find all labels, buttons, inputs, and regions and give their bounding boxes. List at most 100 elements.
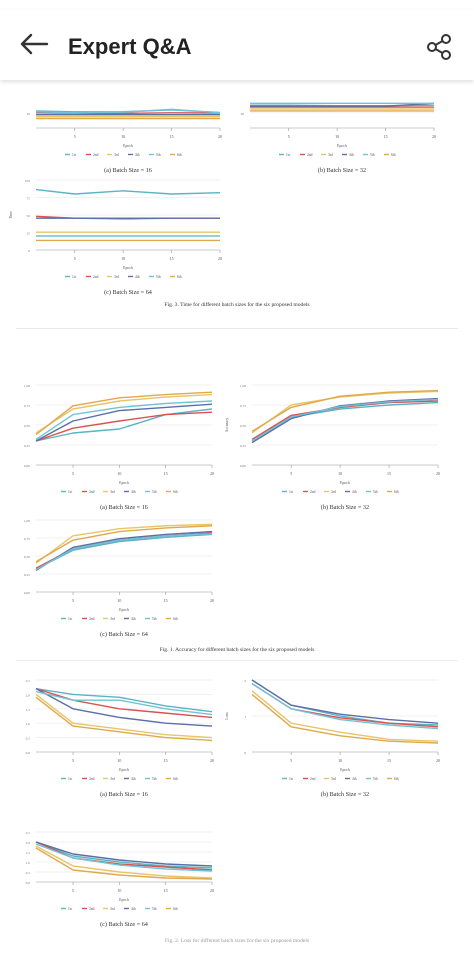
x-tick-label: 10 — [117, 888, 121, 893]
legend-label-5th: 5th — [156, 275, 161, 279]
y-axis-label: Time — [9, 211, 13, 219]
y-tick-label: 1,00 — [24, 384, 30, 389]
legend-label-6th: 6th — [173, 777, 178, 781]
legend-label-5th: 5th — [156, 153, 161, 157]
legend-label-5th: 5th — [152, 907, 157, 911]
x-tick-label: 20 — [436, 758, 440, 763]
legend-label-5th: 5th — [152, 490, 157, 494]
legend-label-3rd: 3rd — [328, 153, 333, 157]
x-tick-label: 15 — [387, 471, 391, 476]
panel-caption: (b) Batch Size = 32 — [318, 167, 366, 174]
y-tick-label: 0,75 — [24, 537, 30, 542]
legend-label-3rd: 3rd — [110, 777, 115, 781]
x-tick-label: 5 — [72, 471, 74, 476]
x-axis-label: Epoch — [340, 481, 350, 485]
x-tick-label: 20 — [218, 256, 222, 261]
legend-label-2nd: 2nd — [93, 153, 99, 157]
panel-caption: (b) Batch Size = 32 — [321, 791, 369, 798]
legend-label-5th: 5th — [373, 490, 378, 494]
legend-label-4th: 4th — [131, 617, 136, 621]
x-tick-label: 15 — [164, 888, 168, 893]
legend-label-5th: 5th — [373, 777, 378, 781]
legend-label-1st: 1st — [68, 490, 72, 494]
legend-label-6th: 6th — [177, 275, 182, 279]
panel-caption: (b) Batch Size = 32 — [321, 504, 369, 511]
status-bar — [0, 0, 474, 10]
legend-label-4th: 4th — [131, 907, 136, 911]
x-tick-label: 5 — [290, 471, 292, 476]
legend-label-3rd: 3rd — [110, 907, 115, 911]
x-tick-label: 5 — [72, 888, 74, 893]
x-tick-label: 20 — [210, 598, 214, 603]
series-line-1st — [36, 689, 212, 712]
x-tick-label: 5 — [72, 598, 74, 603]
legend-label-3rd: 3rd — [110, 490, 115, 494]
x-tick-label: 15 — [170, 256, 174, 261]
share-button[interactable] — [423, 31, 455, 63]
series-line-5th — [252, 684, 438, 729]
y-tick-label: 0,00 — [24, 591, 30, 596]
y-tick-label: 2 — [244, 679, 246, 683]
x-tick-label: 20 — [218, 134, 222, 139]
x-tick-label: 5 — [290, 758, 292, 763]
y-tick-label: 1,0 — [26, 722, 31, 727]
panel-caption: (c) Batch Size = 64 — [100, 921, 148, 928]
y-tick-label: 0,5 — [26, 737, 31, 742]
legend-label-3rd: 3rd — [110, 617, 115, 621]
y-tick-label: 0,0 — [26, 881, 31, 886]
back-button[interactable] — [18, 28, 50, 60]
x-tick-label: 15 — [384, 134, 388, 139]
legend-label-2nd: 2nd — [307, 153, 313, 157]
legend-label-2nd: 2nd — [89, 617, 95, 621]
panel-caption: (c) Batch Size = 64 — [104, 289, 152, 296]
y-tick-label: 2,5 — [26, 831, 31, 836]
legend-label-1st: 1st — [68, 907, 72, 911]
back-arrow-icon — [19, 33, 49, 55]
legend-label-6th: 6th — [173, 907, 178, 911]
legend-label-4th: 4th — [352, 490, 357, 494]
legend-label-4th: 4th — [352, 777, 357, 781]
y-tick-label: 10 — [27, 112, 31, 116]
y-tick-label: 0,75 — [240, 404, 246, 409]
x-tick-label: 15 — [170, 134, 174, 139]
legend-label-3rd: 3rd — [331, 490, 336, 494]
legend-label-6th: 6th — [177, 153, 182, 157]
y-tick-label: 0,25 — [240, 444, 246, 449]
series-line-4th — [36, 532, 212, 571]
legend-label-6th: 6th — [173, 617, 178, 621]
legend-label-5th: 5th — [152, 777, 157, 781]
x-tick-label: 10 — [121, 256, 125, 261]
x-axis-label: Epoch — [123, 266, 133, 270]
y-tick-label: 0,0 — [26, 751, 31, 756]
panel-caption: (a) Batch Size = 16 — [100, 504, 148, 511]
x-tick-label: 10 — [335, 134, 339, 139]
legend-label-5th: 5th — [152, 617, 157, 621]
x-tick-label: 10 — [117, 471, 121, 476]
panel-caption: (c) Batch Size = 64 — [100, 631, 148, 638]
x-axis-label: Epoch — [337, 144, 347, 148]
x-tick-label: 20 — [210, 758, 214, 763]
y-tick-label: 75 — [27, 197, 31, 201]
y-tick-label: 0 — [28, 249, 30, 253]
y-tick-label: 0 — [244, 751, 246, 755]
figure-divider — [16, 328, 458, 329]
y-tick-label: 1,5 — [26, 851, 31, 856]
x-tick-label: 10 — [117, 598, 121, 603]
y-tick-label: 0,5 — [26, 871, 31, 876]
legend-label-4th: 4th — [131, 490, 136, 494]
y-tick-label: 1,0 — [26, 861, 31, 866]
x-tick-label: 15 — [164, 471, 168, 476]
x-axis-label: Epoch — [123, 144, 133, 148]
y-tick-label: 0,50 — [24, 424, 30, 429]
x-tick-label: 5 — [74, 256, 76, 261]
y-tick-label: 1 — [244, 715, 246, 719]
legend-label-3rd: 3rd — [114, 153, 119, 157]
legend-label-6th: 6th — [391, 153, 396, 157]
x-axis-label: Epoch — [119, 481, 129, 485]
page-title: Expert Q&A — [68, 34, 191, 60]
